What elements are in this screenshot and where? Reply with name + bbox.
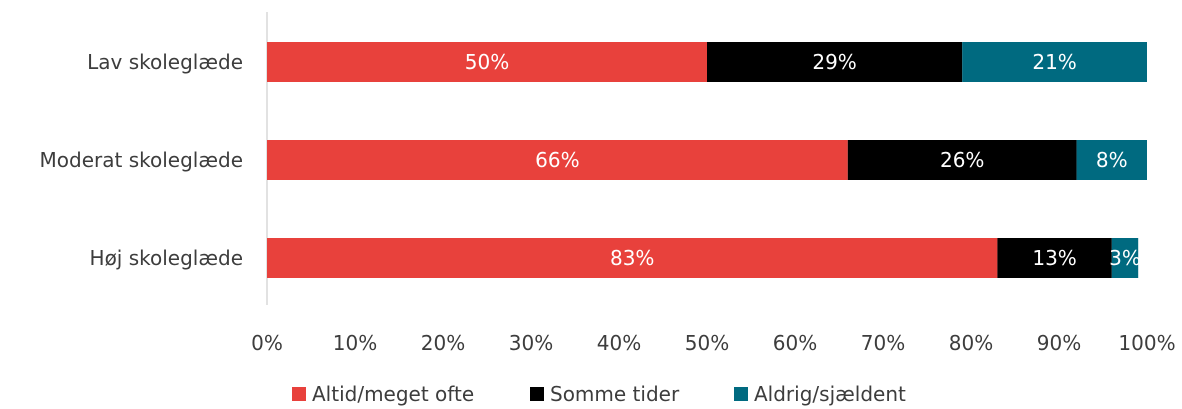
bar-somme-tider-hoj-skoleglaede	[997, 238, 1112, 278]
x-tick-label: 30%	[509, 331, 553, 355]
x-tick-label: 0%	[251, 331, 283, 355]
bar-aldrig-sjaeldent-hoj-skoleglaede	[1111, 238, 1139, 278]
legend-swatch-somme-tider	[530, 387, 544, 401]
category-labels: Lav skoleglæde Moderat skoleglæde Høj skol…	[40, 50, 243, 270]
data-label-aldrig-sjaeldent-moderat-skoleglaede: 8%	[1096, 148, 1128, 172]
bar-altid-meget-ofte-hoj-skoleglaede	[267, 238, 998, 278]
legend-swatch-altid-meget-ofte	[292, 387, 306, 401]
category-label-moderat-skoleglaede: Moderat skoleglæde	[40, 148, 243, 172]
bar-altid-meget-ofte-lav-skoleglaede	[267, 42, 707, 82]
legend: Altid/meget ofte Somme tider Aldrig/sjælde…	[292, 382, 906, 406]
bar-aldrig-sjaeldent-lav-skoleglaede	[962, 42, 1147, 82]
x-tick-label: 40%	[597, 331, 641, 355]
data-label-somme-tider-hoj-skoleglaede: 13%	[1032, 246, 1076, 270]
x-tick-label: 20%	[421, 331, 465, 355]
data-label-somme-tider-lav-skoleglaede: 29%	[812, 50, 856, 74]
data-label-aldrig-sjaeldent-hoj-skoleglaede: 3%	[1109, 246, 1141, 270]
x-tick-label: 90%	[1037, 331, 1081, 355]
bars-group: 50% 29% 21% 66% 26% 8% 83% 13% 3%	[267, 42, 1147, 278]
legend-label-altid-meget-ofte: Altid/meget ofte	[312, 382, 474, 406]
category-label-lav-skoleglaede: Lav skoleglæde	[87, 50, 243, 74]
category-label-hoj-skoleglaede: Høj skoleglæde	[90, 246, 243, 270]
bar-altid-meget-ofte-moderat-skoleglaede	[267, 140, 848, 180]
data-label-somme-tider-moderat-skoleglaede: 26%	[940, 148, 984, 172]
legend-swatch-aldrig-sjaeldent	[734, 387, 748, 401]
bar-somme-tider-moderat-skoleglaede	[847, 140, 1077, 180]
x-tick-label: 70%	[861, 331, 905, 355]
legend-label-aldrig-sjaeldent: Aldrig/sjældent	[754, 382, 906, 406]
x-tick-label: 10%	[333, 331, 377, 355]
data-label-altid-meget-ofte-moderat-skoleglaede: 66%	[535, 148, 579, 172]
data-label-altid-meget-ofte-hoj-skoleglaede: 83%	[610, 246, 654, 270]
x-tick-label: 100%	[1118, 331, 1175, 355]
x-axis-tick-labels: 0% 10% 20% 30% 40% 50% 60% 70% 80% 90% 100%	[251, 331, 1175, 355]
data-label-altid-meget-ofte-lav-skoleglaede: 50%	[465, 50, 509, 74]
legend-label-somme-tider: Somme tider	[550, 382, 680, 406]
x-tick-label: 50%	[685, 331, 729, 355]
data-label-aldrig-sjaeldent-lav-skoleglaede: 21%	[1032, 50, 1076, 74]
x-tick-label: 60%	[773, 331, 817, 355]
bar-somme-tider-lav-skoleglaede	[707, 42, 963, 82]
x-tick-label: 80%	[949, 331, 993, 355]
bar-aldrig-sjaeldent-moderat-skoleglaede	[1076, 140, 1147, 180]
